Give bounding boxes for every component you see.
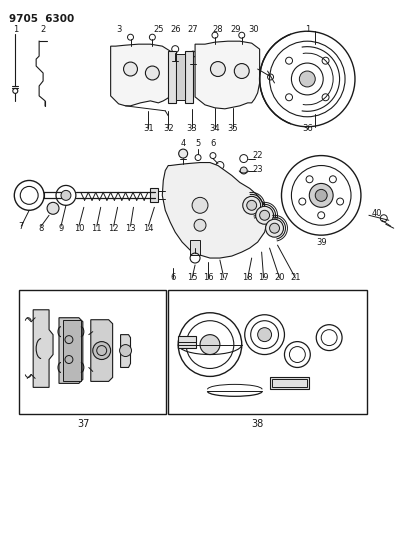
- Circle shape: [266, 219, 284, 237]
- Text: 16: 16: [203, 273, 213, 282]
- Text: 32: 32: [163, 124, 173, 133]
- Circle shape: [299, 71, 315, 87]
- Text: 5: 5: [195, 139, 201, 148]
- Bar: [63, 320, 81, 382]
- Bar: [272, 379, 307, 387]
- Text: 11: 11: [92, 224, 102, 233]
- Text: 28: 28: [212, 25, 223, 34]
- Polygon shape: [91, 320, 113, 382]
- Circle shape: [93, 342, 111, 360]
- Text: 21: 21: [290, 273, 300, 282]
- Text: 17: 17: [219, 273, 229, 282]
- Text: 9: 9: [58, 224, 64, 233]
- Text: 29: 29: [231, 25, 241, 34]
- Text: 22: 22: [252, 151, 263, 160]
- Text: 10: 10: [74, 224, 84, 233]
- Text: 9705  6300: 9705 6300: [9, 14, 74, 25]
- Polygon shape: [195, 41, 260, 109]
- Text: 2: 2: [40, 25, 46, 34]
- Circle shape: [240, 167, 247, 174]
- Polygon shape: [162, 163, 268, 258]
- Polygon shape: [120, 335, 131, 367]
- Text: 39: 39: [316, 238, 326, 247]
- Circle shape: [145, 66, 159, 80]
- Text: 36: 36: [302, 124, 313, 133]
- Bar: [270, 377, 309, 389]
- Text: 1: 1: [13, 25, 18, 34]
- Circle shape: [124, 62, 137, 76]
- Bar: [150, 188, 158, 203]
- Circle shape: [243, 196, 261, 214]
- Text: 6: 6: [171, 273, 176, 282]
- Circle shape: [192, 197, 208, 213]
- Text: 18: 18: [242, 273, 253, 282]
- Circle shape: [309, 183, 333, 207]
- Circle shape: [210, 62, 225, 77]
- Circle shape: [315, 189, 327, 201]
- Text: 23: 23: [252, 165, 263, 174]
- Polygon shape: [59, 318, 83, 383]
- Text: 34: 34: [210, 124, 220, 133]
- Text: 1: 1: [305, 25, 310, 34]
- Circle shape: [260, 211, 270, 220]
- Bar: [168, 51, 176, 103]
- Text: 15: 15: [187, 273, 197, 282]
- Circle shape: [120, 345, 132, 357]
- Text: 14: 14: [143, 224, 154, 233]
- Circle shape: [247, 200, 256, 211]
- Circle shape: [47, 203, 59, 214]
- Polygon shape: [33, 310, 53, 387]
- Text: 12: 12: [109, 224, 119, 233]
- Text: 8: 8: [39, 224, 44, 233]
- Circle shape: [61, 190, 71, 200]
- Text: 38: 38: [252, 419, 264, 429]
- Text: 25: 25: [153, 25, 164, 34]
- Circle shape: [179, 149, 188, 158]
- Text: 20: 20: [274, 273, 285, 282]
- Text: 19: 19: [259, 273, 269, 282]
- Polygon shape: [111, 44, 170, 106]
- Bar: [176, 54, 185, 100]
- Text: 3: 3: [116, 25, 121, 34]
- Circle shape: [256, 206, 274, 224]
- Circle shape: [194, 219, 206, 231]
- Text: 27: 27: [188, 25, 199, 34]
- Text: 7: 7: [18, 222, 24, 231]
- Bar: [168, 290, 367, 414]
- Text: 4: 4: [180, 139, 186, 148]
- Text: 6: 6: [210, 139, 216, 148]
- Text: 37: 37: [78, 419, 90, 429]
- Text: 30: 30: [248, 25, 259, 34]
- Bar: [178, 336, 196, 348]
- Text: 40: 40: [372, 209, 382, 218]
- Text: 31: 31: [143, 124, 154, 133]
- Text: 35: 35: [228, 124, 238, 133]
- Text: 33: 33: [187, 124, 197, 133]
- Circle shape: [258, 328, 272, 342]
- Bar: [190, 240, 200, 255]
- Text: 13: 13: [125, 224, 136, 233]
- Circle shape: [270, 223, 279, 233]
- Circle shape: [234, 63, 249, 78]
- Bar: [19, 290, 166, 414]
- Bar: [185, 51, 193, 103]
- Text: 26: 26: [170, 25, 180, 34]
- Circle shape: [200, 335, 220, 354]
